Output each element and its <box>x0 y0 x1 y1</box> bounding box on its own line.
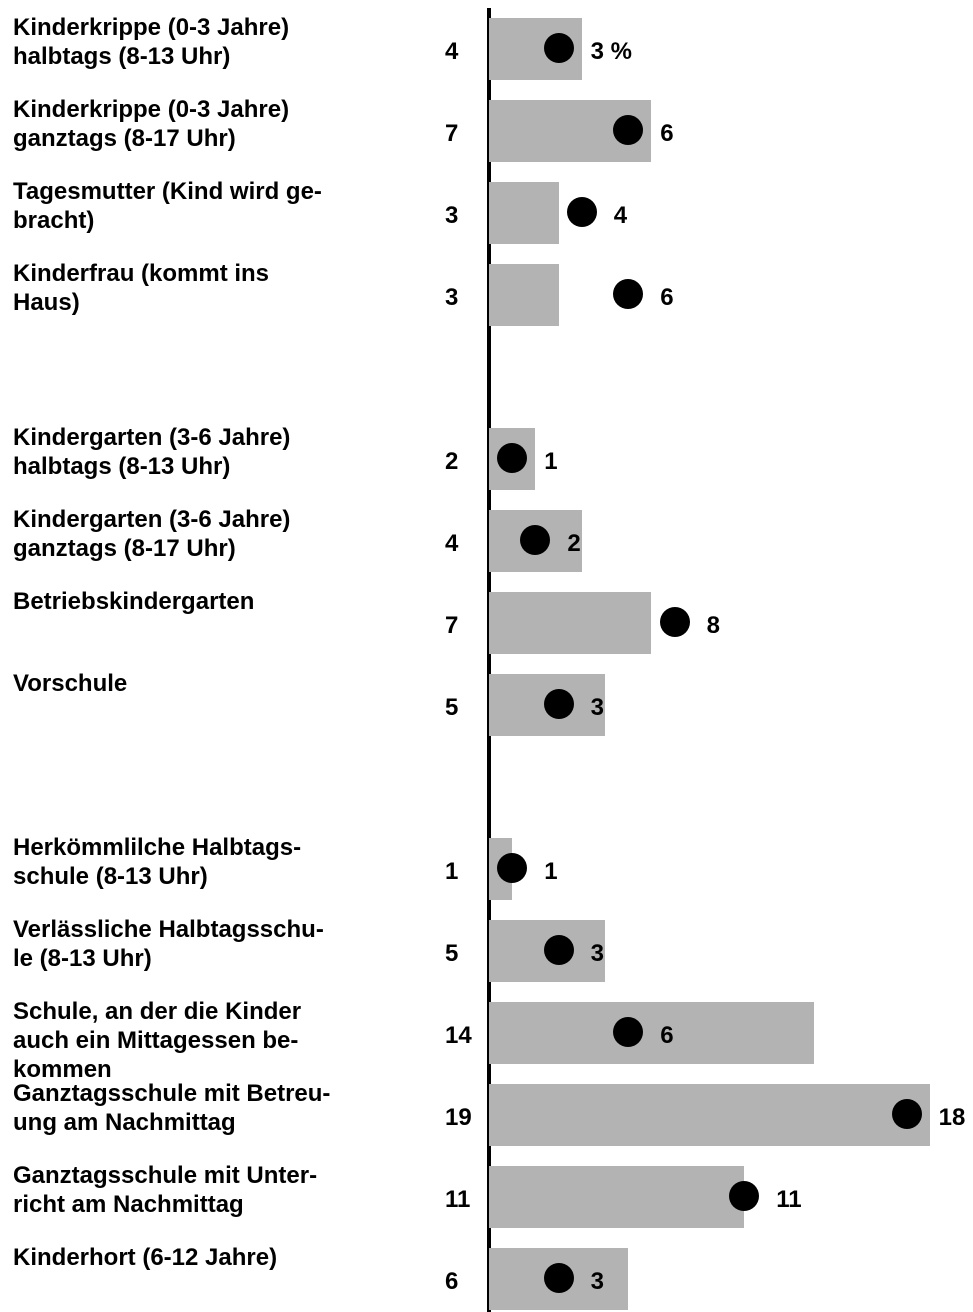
dot-value-label: 6 <box>660 284 674 311</box>
bar <box>489 592 652 654</box>
category-label: Ganztagsschule mit Betreu- ung am Nachmi… <box>13 1080 331 1136</box>
category-label: Kinderkrippe (0-3 Jahre) ganztags (8-17 … <box>13 96 290 152</box>
dot-value-label: 6 <box>660 1022 674 1049</box>
bar-value-label: 3 <box>445 284 459 311</box>
dot-value-label: 11 <box>776 1186 802 1213</box>
dot <box>613 115 644 145</box>
dot <box>543 1263 574 1293</box>
bar-value-label: 4 <box>445 530 459 557</box>
category-label: Ganztagsschule mit Unter- richt am Nachm… <box>13 1162 318 1218</box>
dot-value-label: 2 <box>567 530 581 557</box>
bar-value-label: 11 <box>445 1186 471 1213</box>
bar-value-label: 2 <box>445 448 459 475</box>
dot-value-label: 18 <box>938 1104 966 1131</box>
bar <box>489 264 559 326</box>
dot-value-label: 1 <box>544 448 558 475</box>
dot-value-label: 6 <box>660 120 674 147</box>
axis-line <box>487 8 491 1312</box>
bar-value-label: 7 <box>445 612 459 639</box>
dot <box>543 935 574 965</box>
bar-value-label: 7 <box>445 120 459 147</box>
category-label: Tagesmutter (Kind wird ge- bracht) <box>13 178 322 234</box>
dot-value-label: 3 % <box>590 38 632 65</box>
dot-value-label: 8 <box>706 612 720 639</box>
category-label: Kindergarten (3-6 Jahre) halbtags (8-13 … <box>13 424 291 480</box>
bar-value-label: 14 <box>445 1022 472 1049</box>
dot-value-label: 3 <box>590 1268 604 1295</box>
bar-value-label: 4 <box>445 38 459 65</box>
category-label: Kinderkrippe (0-3 Jahre) halbtags (8-13 … <box>13 14 290 70</box>
dot <box>729 1181 760 1211</box>
category-label: Betriebskindergarten <box>13 588 255 615</box>
dot <box>659 607 690 637</box>
bar-value-label: 1 <box>445 858 459 885</box>
category-label: Kindergarten (3-6 Jahre) ganztags (8-17 … <box>13 506 291 562</box>
dot <box>497 853 528 883</box>
bar <box>489 1002 814 1064</box>
dot <box>613 279 644 309</box>
bar-value-label: 3 <box>445 202 459 229</box>
dot <box>891 1099 922 1129</box>
dot-value-label: 4 <box>613 202 628 229</box>
bar <box>489 182 559 244</box>
bar-value-label: 19 <box>445 1104 472 1131</box>
category-label: Kinderfrau (kommt ins Haus) <box>13 260 270 316</box>
bar-value-label: 5 <box>445 694 459 721</box>
dot <box>543 689 574 719</box>
category-label: Vorschule <box>13 670 128 697</box>
dot <box>497 443 528 473</box>
category-label: Kinderhort (6-12 Jahre) <box>13 1244 278 1271</box>
dot-value-label: 3 <box>590 694 604 721</box>
category-label: Schule, an der die Kinder auch ein Mitta… <box>13 998 302 1083</box>
bar-value-label: 6 <box>445 1268 459 1295</box>
bar-value-label: 5 <box>445 940 459 967</box>
dot <box>566 197 597 227</box>
bar <box>489 1084 930 1146</box>
dot <box>613 1017 644 1047</box>
bar <box>489 1166 745 1228</box>
dot-value-label: 3 <box>590 940 604 967</box>
category-label: Verlässliche Halbtagsschu- le (8-13 Uhr) <box>13 916 324 972</box>
dot <box>543 33 574 63</box>
dot-value-label: 1 <box>544 858 558 885</box>
category-label: Herkömmlilche Halbtags- schule (8-13 Uhr… <box>13 834 302 890</box>
dot <box>520 525 551 555</box>
